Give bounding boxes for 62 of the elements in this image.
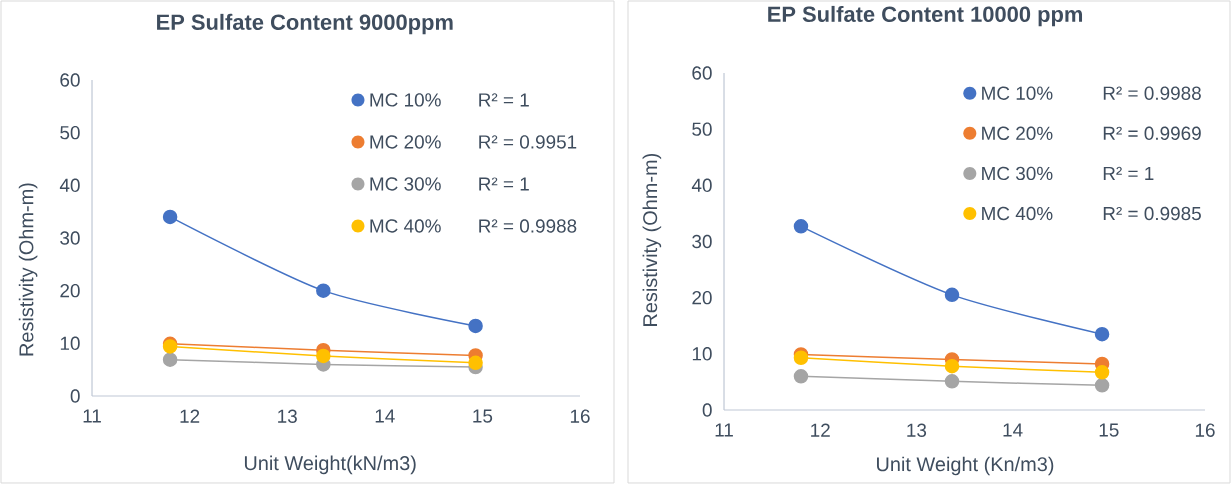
y-axis-title: Resistivity (Ohm-m)	[18, 183, 38, 356]
annotation: R² = 0.9969	[1103, 126, 1201, 141]
annotation: R² = 1	[1103, 166, 1154, 180]
x-tick-label: 16	[1195, 423, 1215, 437]
point	[316, 348, 331, 364]
x-tick-label: 16	[570, 409, 590, 423]
point	[793, 369, 809, 384]
legend-label: MC 20%	[370, 135, 441, 149]
x-tick-label: 12	[180, 409, 200, 423]
y-tick-label: 20	[692, 290, 712, 305]
y-tick-label: 60	[692, 66, 712, 80]
annotation: R² = 1	[479, 93, 529, 107]
chart-title: EP Sulfate Content 9000ppm	[157, 13, 453, 35]
y-tick-label: 50	[692, 122, 712, 136]
point	[1094, 365, 1110, 380]
y-tick-label: 0	[70, 389, 80, 403]
x-tick-label: 11	[715, 423, 733, 437]
x-tick-label: 14	[1003, 423, 1023, 437]
point	[1094, 378, 1110, 393]
x-tick-label: 14	[375, 409, 395, 423]
annotation: R² = 0.9988	[1103, 86, 1201, 100]
point	[162, 352, 178, 367]
legend-label: MC 10%	[370, 93, 441, 107]
y-tick-label: 30	[60, 231, 80, 245]
point	[468, 318, 483, 334]
y-tick-label: 10	[60, 336, 80, 351]
point	[468, 355, 483, 371]
point	[162, 209, 178, 225]
x-tick-label: 11	[83, 409, 101, 423]
point	[944, 358, 960, 374]
annotation: R² = 0.9988	[479, 219, 577, 233]
point	[944, 374, 960, 389]
y-tick-label: 10	[692, 347, 712, 361]
legend-label: MC 10%	[982, 86, 1053, 100]
legend-label: MC 40%	[370, 219, 441, 233]
legend-label: MC 30%	[982, 166, 1053, 181]
point	[1094, 326, 1110, 342]
legend-label: MC 40%	[982, 206, 1053, 221]
x-axis-title: Unit Weight(kN/m3)	[244, 455, 416, 475]
annotation: R² = 1	[479, 177, 529, 191]
y-tick-label: 0	[702, 403, 712, 417]
y-tick-label: 40	[691, 178, 712, 193]
legend-label: MC 30%	[370, 177, 441, 191]
y-tick-label: 60	[60, 73, 80, 87]
y-tick-label: 20	[60, 283, 80, 298]
x-axis-title: Unit Weight (Kn/m3)	[877, 456, 1054, 476]
y-axis-title: Resistivity (Ohm-m)	[642, 153, 662, 326]
annotation: R² = 0.9985	[1103, 206, 1201, 221]
point	[793, 219, 809, 234]
y-tick-label: 30	[692, 234, 712, 249]
x-tick-label: 13	[907, 423, 927, 437]
x-tick-label: 13	[278, 409, 297, 423]
annotation: R² = 0.9951	[479, 135, 577, 149]
legend-label: MC 20%	[982, 126, 1053, 141]
y-tick-label: 50	[60, 125, 80, 140]
x-tick-label: 12	[811, 423, 830, 437]
chart-title: EP Sulfate Content 10000 ppm	[768, 5, 1083, 27]
point	[944, 287, 960, 303]
y-tick-label: 40	[59, 178, 80, 193]
x-tick-label: 15	[1099, 423, 1119, 437]
x-tick-label: 15	[473, 409, 493, 423]
point	[316, 283, 331, 298]
